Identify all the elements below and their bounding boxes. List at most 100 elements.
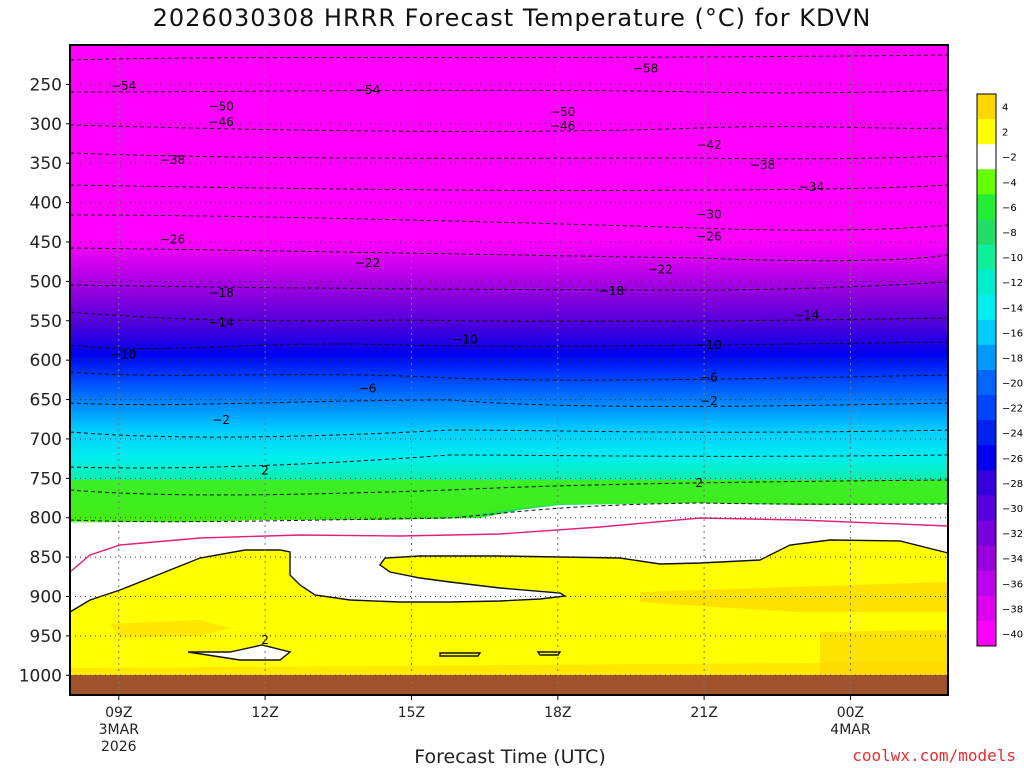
colorbar-border [976, 93, 997, 647]
colorbar-swatch [977, 319, 996, 346]
y-tick-label: 300 [30, 115, 62, 135]
warmer-patch-surface [70, 662, 948, 675]
y-tick-label: 600 [30, 351, 62, 371]
y-tick-label: 750 [30, 469, 62, 489]
y-tick-label: 450 [30, 233, 62, 253]
y-tick-label: 950 [30, 627, 62, 647]
contour-label: −58 [633, 62, 658, 76]
warmer-patch-right [640, 582, 948, 612]
contour-label: −18 [599, 284, 624, 298]
colorbar-label: 2 [1002, 128, 1008, 139]
contour-label: −50 [209, 99, 234, 113]
contour-label: −18 [209, 286, 234, 300]
colorbar-label: −8 [1002, 228, 1017, 239]
colorbar-label: −34 [1002, 554, 1023, 565]
y-tick-label: 1000 [19, 666, 62, 686]
contour-label: −54 [111, 79, 136, 93]
x-tick-label: 09Z [105, 705, 132, 721]
cool-pocket [188, 645, 290, 660]
contour-label: −2 [212, 413, 230, 427]
x-tick-sublabel: 3MAR [99, 722, 140, 738]
y-tick-label: 800 [30, 509, 62, 529]
x-tick-label: 21Z [690, 705, 717, 721]
contour-label: −10 [111, 348, 136, 362]
colorbar-label: −40 [1002, 629, 1023, 640]
colorbar-swatch [977, 570, 996, 597]
y-tick-label: 700 [30, 430, 62, 450]
y-tick-label: 650 [30, 391, 62, 411]
contour-lines [69, 54, 949, 523]
contour-label: −14 [794, 308, 819, 322]
contour-label: −22 [648, 263, 673, 277]
colorbar-label: −30 [1002, 504, 1023, 515]
colorbar-label: −12 [1002, 278, 1023, 289]
y-tick-label: 350 [30, 154, 62, 174]
contour-label: −42 [696, 138, 721, 152]
freezing-white-layer [70, 503, 948, 560]
colorbar-swatch [977, 520, 996, 547]
contour-label: −26 [696, 229, 721, 243]
colorbar-swatch [977, 144, 996, 170]
contour-label: −30 [696, 207, 721, 221]
plot-border [69, 44, 949, 696]
contour-label: −22 [355, 256, 380, 270]
colorbar-swatch [977, 420, 996, 446]
colorbar-label: −4 [1002, 178, 1017, 189]
colorbar-label: −22 [1002, 404, 1023, 415]
colorbar-swatch [977, 445, 996, 471]
chart-title: 2026030308 HRRR Forecast Temperature (°C… [152, 4, 872, 32]
colorbar-swatch [977, 545, 996, 572]
x-tick-label: 00Z [837, 705, 864, 721]
colorbar-label: −24 [1002, 429, 1023, 440]
x-tick-sublabel: 4MAR [830, 722, 871, 738]
y-tick-label: 250 [30, 75, 62, 95]
contour-label: −10 [452, 333, 477, 347]
y-tick-label: 850 [30, 548, 62, 568]
credit-link[interactable]: coolwx.com/models [852, 746, 1016, 765]
colorbar-swatch [977, 495, 996, 522]
colorbar-swatch [977, 620, 996, 647]
contour-label: −2 [700, 394, 718, 408]
colorbar-swatch [977, 370, 996, 396]
colorbar-swatch [977, 269, 996, 296]
grid-lines [70, 45, 948, 695]
colorbar-label: −32 [1002, 529, 1023, 540]
colorbar: 4 2 −2 −4 −6 −8 −10 −12 −14 −16 −18 −20 −22 −24 −26 −28… [976, 93, 1023, 647]
contour-label: −46 [209, 115, 234, 129]
contour-label: 2 [261, 463, 269, 477]
colorbar-label: −18 [1002, 353, 1023, 364]
colorbar-swatch [977, 395, 996, 421]
contour-label: −38 [160, 153, 185, 167]
y-tick-label: 550 [30, 312, 62, 332]
contour-label: −50 [550, 105, 575, 119]
colorbar-label: −28 [1002, 479, 1023, 490]
ground-layer [70, 675, 948, 695]
contour-label: −6 [700, 370, 718, 384]
contour-label: 2 [261, 633, 269, 647]
contour-labels: −58−54 −54−50 −50−46 −46−42−38 −38−34−30−26−… [111, 62, 824, 647]
x-tick-label: 18Z [544, 705, 571, 721]
colorbar-label: −20 [1002, 379, 1023, 390]
contour-label: 2 [695, 476, 703, 490]
solid-contour-lines [69, 539, 949, 661]
y-tick-label: 500 [30, 272, 62, 292]
x-tick-label: 15Z [398, 705, 425, 721]
colorbar-swatch [977, 294, 996, 321]
x-axis-title: Forecast Time (UTC) [414, 746, 606, 768]
colorbar-swatch [977, 94, 996, 120]
colorbar-label: −10 [1002, 253, 1023, 264]
contour-label: −46 [550, 119, 575, 133]
colorbar-swatch [977, 595, 996, 622]
colorbar-label: −14 [1002, 303, 1023, 314]
y-tick-label: 900 [30, 588, 62, 608]
colorbar-swatch [977, 244, 996, 271]
colorbar-label: −2 [1002, 153, 1017, 164]
x-tick-sublabel: 2026 [101, 739, 137, 755]
green-layer [70, 480, 948, 524]
colorbar-swatch [977, 219, 996, 246]
y-tick-label: 400 [30, 194, 62, 214]
colorbar-swatch [977, 169, 996, 195]
contour-label: −10 [696, 338, 721, 352]
